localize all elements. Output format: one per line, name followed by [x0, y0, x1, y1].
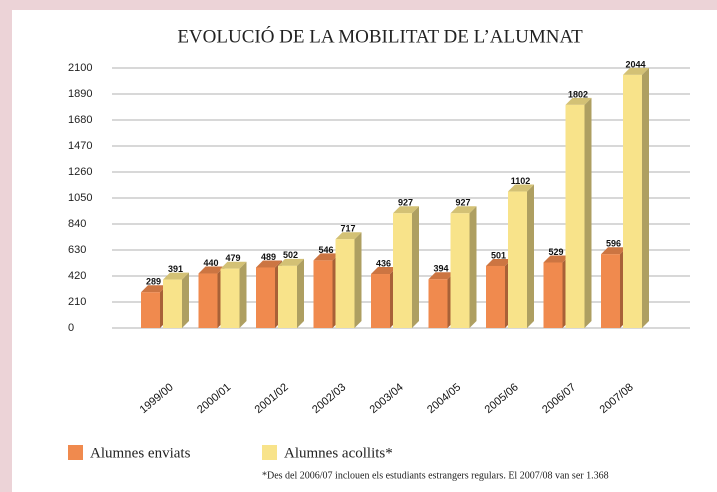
bar-top: [256, 260, 282, 268]
data-label: 440: [203, 258, 218, 268]
bar: [623, 74, 642, 328]
data-label: 596: [606, 239, 621, 249]
data-label: 394: [433, 264, 448, 274]
bar-top: [313, 253, 340, 261]
bar-side: [412, 206, 419, 328]
bar-top: [335, 232, 362, 240]
bar: [601, 254, 620, 328]
bar: [393, 213, 412, 328]
data-label: 1102: [511, 176, 531, 186]
bar-top: [450, 206, 477, 214]
bar-top: [278, 258, 304, 266]
data-label: 501: [491, 250, 506, 260]
bar: [428, 279, 448, 328]
data-label: 289: [146, 277, 161, 287]
bar-top: [543, 255, 570, 263]
bar: [141, 292, 160, 328]
y-tick-label: 0: [68, 322, 74, 334]
bar: [198, 273, 218, 328]
data-label: 479: [225, 253, 240, 263]
chart-title: EVOLUCIÓ DE LA MOBILITAT DE L’ALUMNAT: [177, 25, 583, 47]
bar-side: [527, 184, 534, 328]
bar-side: [182, 272, 189, 328]
data-label: 502: [283, 250, 298, 260]
data-label: 489: [261, 252, 276, 262]
bar: [313, 260, 333, 328]
y-tick-label: 1260: [68, 166, 92, 178]
data-label: 529: [548, 247, 563, 257]
bar-top: [486, 258, 512, 266]
bar: [371, 274, 390, 328]
bar-top: [508, 184, 534, 192]
y-tick-label: 1050: [68, 192, 92, 204]
bar-side: [354, 232, 362, 328]
bar: [486, 265, 505, 328]
data-label: 2044: [625, 59, 645, 69]
bar-side: [297, 258, 304, 328]
footer-panel: [12, 465, 717, 492]
bar-top: [601, 247, 627, 255]
bar-top: [428, 272, 455, 280]
bar-top: [565, 97, 592, 105]
legend-label: Alumnes enviats: [90, 445, 191, 461]
bar-side: [239, 261, 247, 328]
bar-top: [393, 206, 419, 214]
bar-top: [163, 272, 189, 280]
bar: [543, 262, 563, 328]
data-label: 927: [398, 198, 413, 208]
y-tick-label: 210: [68, 296, 86, 308]
bar-top: [220, 261, 247, 269]
bar-top: [198, 266, 225, 274]
y-tick-label: 420: [68, 270, 86, 282]
bar: [450, 213, 470, 328]
y-tick-label: 2100: [68, 62, 92, 74]
panel: [12, 10, 717, 465]
data-label: 717: [340, 224, 355, 234]
bar-side: [469, 206, 477, 328]
bar-top: [141, 285, 167, 293]
bar-top: [371, 267, 397, 275]
bar: [335, 239, 355, 328]
bar: [508, 191, 527, 328]
bar: [220, 268, 240, 328]
y-tick-label: 1470: [68, 140, 92, 152]
y-tick-label: 1680: [68, 114, 92, 126]
y-tick-label: 630: [68, 244, 86, 256]
bar-side: [584, 97, 592, 329]
y-tick-label: 1890: [68, 88, 92, 100]
footnote: *Des del 2006/07 inclouen els estudiants…: [262, 470, 609, 481]
legend-swatch: [262, 445, 277, 460]
bar-top: [623, 67, 649, 75]
data-label: 436: [376, 258, 391, 268]
legend-label: Alumnes acollits*: [284, 445, 393, 461]
data-label: 391: [168, 264, 183, 274]
legend-swatch: [68, 445, 83, 460]
bar-side: [642, 67, 649, 328]
data-label: 546: [318, 245, 333, 255]
bar: [256, 267, 275, 328]
bar: [163, 279, 182, 328]
y-tick-label: 840: [68, 218, 86, 230]
data-label: 927: [455, 198, 470, 208]
bar: [278, 265, 297, 328]
data-label: 1802: [568, 89, 588, 99]
bar: [565, 104, 585, 329]
